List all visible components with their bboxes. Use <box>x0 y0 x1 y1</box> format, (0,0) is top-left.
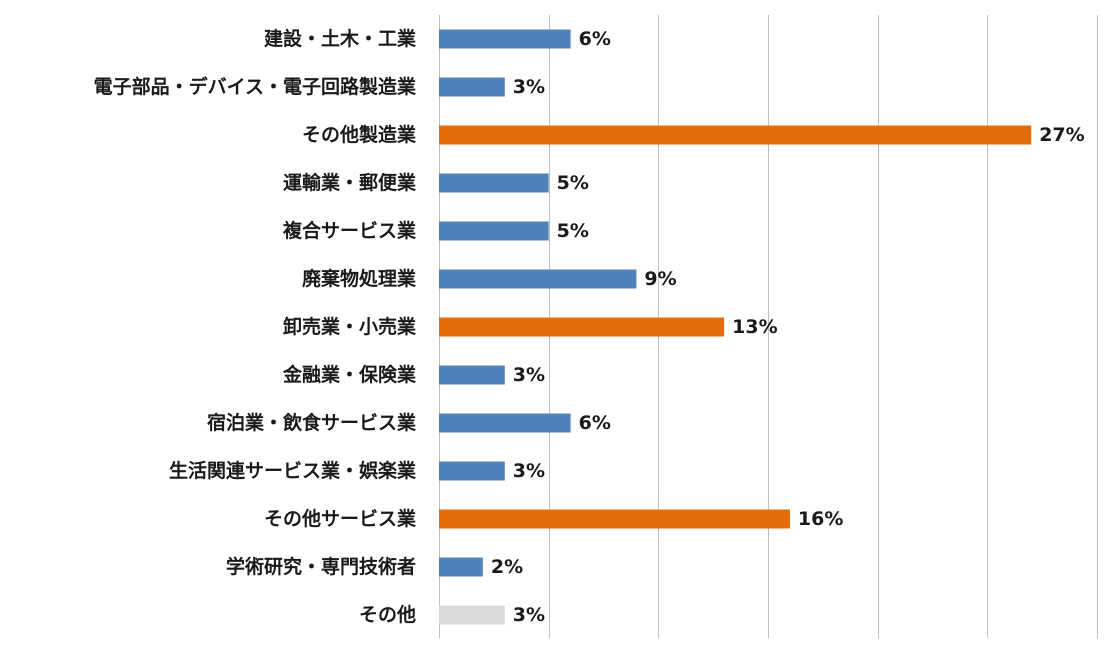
bars <box>439 29 1032 625</box>
bar-5 <box>439 269 637 289</box>
bar-7 <box>439 365 505 385</box>
category-label-9: 生活関連サービス業・娯楽業 <box>169 459 417 482</box>
bar-0 <box>439 29 571 49</box>
value-label-12: 3% <box>513 604 545 626</box>
category-label-4: 複合サービス業 <box>282 219 417 242</box>
bar-6 <box>439 317 725 337</box>
category-label-1: 電子部品・デバイス・電子回路製造業 <box>94 75 417 98</box>
value-label-8: 6% <box>579 412 611 434</box>
category-label-5: 廃棄物処理業 <box>302 267 417 290</box>
value-label-9: 3% <box>513 460 545 482</box>
bar-4 <box>439 221 549 241</box>
value-label-1: 3% <box>513 76 545 98</box>
value-label-2: 27% <box>1039 124 1084 146</box>
value-label-3: 5% <box>557 172 589 194</box>
category-label-10: その他サービス業 <box>264 507 417 530</box>
bar-2 <box>439 125 1032 145</box>
bar-3 <box>439 173 549 193</box>
category-label-2: その他製造業 <box>302 123 417 146</box>
value-label-4: 5% <box>557 220 589 242</box>
bar-12 <box>439 605 505 625</box>
category-labels: 建設・土木・工業電子部品・デバイス・電子回路製造業その他製造業運輸業・郵便業複合… <box>94 27 417 626</box>
category-label-8: 宿泊業・飲食サービス業 <box>207 411 417 434</box>
bar-1 <box>439 77 505 97</box>
gridlines <box>549 15 1098 638</box>
category-label-7: 金融業・保険業 <box>282 363 417 386</box>
bar-9 <box>439 461 505 481</box>
category-label-3: 運輸業・郵便業 <box>283 171 417 194</box>
value-label-0: 6% <box>579 28 611 50</box>
value-labels: 6% 3% 27% 5% 5% 9% 13% 3% 6% 3% 16% 2% 3% <box>491 28 1085 626</box>
category-label-11: 学術研究・専門技術者 <box>226 555 416 578</box>
value-label-10: 16% <box>798 508 843 530</box>
bar-11 <box>439 557 483 577</box>
category-label-0: 建設・土木・工業 <box>264 27 417 50</box>
value-label-11: 2% <box>491 556 523 578</box>
category-label-6: 卸売業・小売業 <box>283 315 417 338</box>
value-label-6: 13% <box>732 316 777 338</box>
bar-10 <box>439 509 790 529</box>
bar-8 <box>439 413 571 433</box>
value-label-7: 3% <box>513 364 545 386</box>
category-label-12: その他 <box>359 603 416 626</box>
value-label-5: 9% <box>644 268 676 290</box>
